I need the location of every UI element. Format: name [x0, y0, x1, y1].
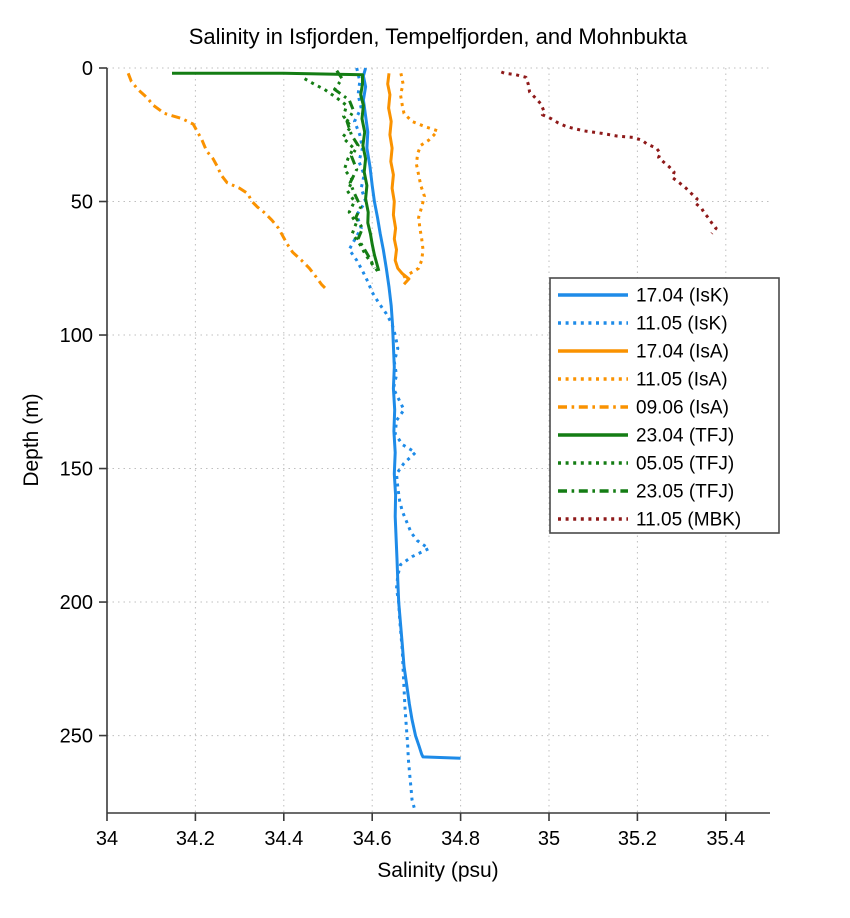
x-tick-label: 34 — [96, 828, 118, 850]
y-tick-label: 150 — [60, 459, 93, 481]
series-11.05-isa- — [398, 72, 440, 281]
grid-lines — [107, 67, 770, 813]
x-tick-label: 35.2 — [618, 828, 657, 850]
x-tick-label: 35.4 — [706, 828, 745, 850]
y-axis-label: Depth (m) — [20, 393, 43, 486]
y-tick-label: 200 — [60, 592, 93, 614]
x-axis-label: Salinity (psu) — [377, 859, 498, 882]
legend-item-label: 11.05 (MBK) — [636, 510, 741, 531]
legend-item-label: 11.05 (IsK) — [636, 314, 728, 335]
y-tick-label: 50 — [71, 192, 93, 214]
x-tick-label: 34.4 — [264, 828, 303, 850]
x-tick-label: 34.6 — [353, 828, 392, 850]
data-series — [126, 67, 718, 809]
series-23.05-tfj- — [333, 69, 376, 269]
legend-item-label: 17.04 (IsA) — [636, 342, 729, 363]
series-17.04-isa- — [386, 73, 411, 286]
series-11.05-mbk- — [500, 70, 718, 235]
y-tick-label: 100 — [60, 325, 93, 347]
chart-title: Salinity in Isfjorden, Tempelfjorden, an… — [189, 24, 688, 49]
series-09.06-isa- — [126, 72, 328, 291]
legend-box: 17.04 (IsK) 11.05 (IsK) 17.04 (IsA) 11.05 (… — [549, 277, 780, 534]
x-tick-label: 34.8 — [441, 828, 480, 850]
y-tick-label: 0 — [82, 58, 93, 80]
legend-item-label: 23.04 (TFJ) — [636, 426, 734, 447]
y-tick-label: 250 — [60, 726, 93, 748]
x-tick-label: 35 — [538, 828, 560, 850]
legend-item-label: 23.05 (TFJ) — [636, 482, 734, 503]
legend-item-label: 11.05 (IsA) — [636, 370, 728, 391]
legend-item-label: 09.06 (IsA) — [636, 398, 729, 419]
x-tick-label: 34.2 — [176, 828, 215, 850]
legend-frame — [549, 277, 780, 534]
series-17.04-isk- — [361, 67, 461, 760]
legend-item-label: 05.05 (TFJ) — [636, 454, 734, 475]
legend-item-label: 17.04 (IsK) — [636, 286, 729, 307]
series-23.04-tfj- — [172, 71, 381, 272]
axes: 34 34.2 34.4 34.6 34.8 35 35.2 35.4 0 50 100 150 200… — [60, 58, 770, 850]
